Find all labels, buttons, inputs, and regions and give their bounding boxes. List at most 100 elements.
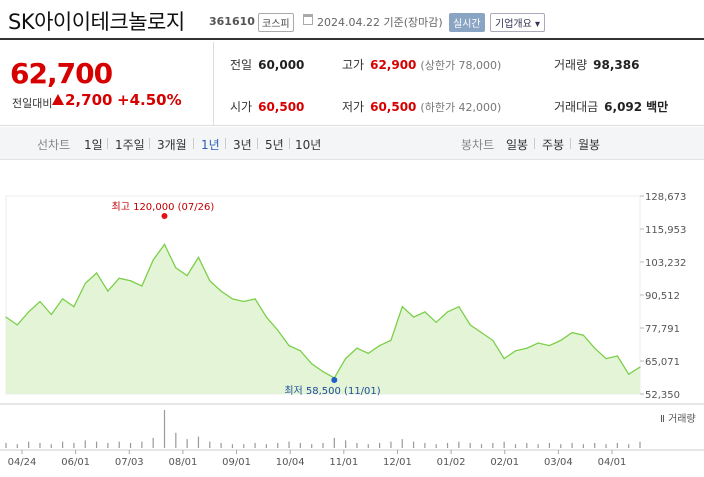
low-marker (331, 377, 338, 384)
volume-bar (311, 444, 313, 448)
price-point (254, 298, 256, 300)
price-chart[interactable]: 128,673 115,953 103,232 90,512 77,791 65,071 5… (0, 160, 704, 477)
price-area-fill (6, 244, 640, 394)
candle-monthly[interactable]: 월봉 (578, 138, 601, 152)
price-point (277, 329, 279, 331)
stat-volume-label: 거래량 (554, 58, 588, 72)
volume-bar (616, 442, 618, 448)
volume-bar (333, 437, 335, 448)
volume-bar (356, 442, 358, 448)
period-3y[interactable]: 3년 (233, 138, 252, 152)
price-point (582, 334, 584, 336)
candle-weekly[interactable]: 주봉 (542, 138, 565, 152)
price-point (458, 306, 460, 308)
price-point (526, 347, 528, 349)
volume-bar (118, 441, 120, 448)
change-value: 2,700 (65, 91, 113, 109)
volume-bar (537, 444, 539, 448)
stock-header: SK아이이테크놀로지 361610 코스피 2024.04.22 기준(장마감)… (0, 0, 704, 40)
price-point (469, 324, 471, 326)
volume-bar (129, 442, 132, 448)
x-tick-label: 08/01 (168, 457, 197, 468)
high-label: 최고 120,000 (07/26) (112, 201, 215, 213)
market-badge: 코스피 (258, 13, 294, 32)
period-10y[interactable]: 10년 (295, 138, 322, 152)
volume-bar (107, 442, 109, 448)
volume-bar (163, 410, 166, 448)
company-overview-dropdown[interactable]: 기업개요 ▾ (490, 13, 545, 32)
volume-bar (16, 444, 18, 448)
price-point (446, 311, 449, 313)
stat-high: 고가 62,900 (상한가 78,000) (342, 56, 501, 73)
stat-amount-value: 6,092 (604, 100, 643, 114)
candle-chart-label: 봉차트 (461, 138, 495, 152)
volume-bar (503, 441, 505, 448)
realtime-button[interactable]: 실시간 (449, 13, 485, 32)
separator (225, 138, 226, 149)
price-point (62, 298, 64, 300)
stat-prev-value: 60,000 (258, 58, 305, 72)
y-tick-label: 128,673 (645, 192, 686, 203)
volume-bar (367, 444, 369, 448)
volume-bar (152, 437, 154, 448)
price-point (50, 313, 52, 316)
price-point (401, 306, 403, 308)
volume-bar (322, 442, 324, 448)
price-point (390, 339, 392, 342)
period-5y[interactable]: 5년 (265, 138, 284, 152)
period-1d[interactable]: 1일 (84, 138, 103, 152)
separator (107, 138, 108, 149)
price-point (639, 366, 641, 368)
stats-panel: 전일 60,000 고가 62,900 (상한가 78,000) 거래량 98,386 … (214, 42, 704, 126)
price-point (322, 370, 324, 373)
volume-bar (62, 441, 64, 448)
stock-name[interactable]: SK아이이테크놀로지 (8, 10, 185, 34)
volume-bar (277, 442, 279, 448)
volume-bar (299, 442, 301, 448)
period-1y[interactable]: 1년 (201, 138, 220, 152)
volume-bar (424, 442, 426, 448)
x-tick-label: 01/02 (437, 457, 466, 468)
price-point (492, 339, 494, 342)
current-price: 62,700 (10, 57, 113, 90)
volume-bar (401, 439, 403, 448)
volume-bar (39, 442, 41, 448)
y-tick-label: 52,350 (645, 390, 680, 401)
stat-high-label: 고가 (342, 58, 365, 72)
price-point (435, 321, 437, 323)
price-point (503, 357, 505, 360)
volume-bar (265, 444, 267, 448)
volume-bar (288, 441, 290, 448)
candle-daily[interactable]: 일봉 (506, 138, 529, 152)
x-tick-label: 04/24 (8, 457, 37, 468)
price-point (175, 267, 177, 269)
period-1w[interactable]: 1주일 (115, 138, 145, 152)
volume-bar (186, 439, 188, 448)
price-point (152, 259, 154, 261)
price-point (231, 298, 234, 300)
price-point (616, 355, 618, 357)
price-panel: 62,700 전일대비 2,700 +4.50% (0, 42, 214, 126)
stat-amount-unit: 백만 (646, 100, 669, 114)
y-tick-label: 90,512 (645, 291, 680, 302)
price-point (514, 350, 517, 352)
volume-bar (197, 436, 200, 448)
stat-lower-limit: (하한가 42,000) (420, 101, 502, 114)
price-point (186, 274, 188, 277)
price-point (345, 357, 347, 360)
price-point (220, 290, 222, 292)
change-percent: +4.50% (117, 91, 182, 109)
price-point (209, 280, 211, 282)
stat-low: 저가 60,500 (하한가 42,000) (342, 98, 501, 115)
separator (289, 138, 290, 149)
volume-bar (480, 444, 483, 448)
high-marker (161, 213, 168, 219)
volume-bar (526, 442, 528, 448)
price-point (605, 357, 607, 360)
stat-low-value: 60,500 (370, 100, 417, 114)
volume-bar (582, 444, 584, 448)
price-point (39, 300, 41, 303)
x-tick-label: 10/04 (276, 457, 305, 468)
period-3m[interactable]: 3개월 (157, 138, 187, 152)
stock-code: 361610 (209, 15, 255, 28)
